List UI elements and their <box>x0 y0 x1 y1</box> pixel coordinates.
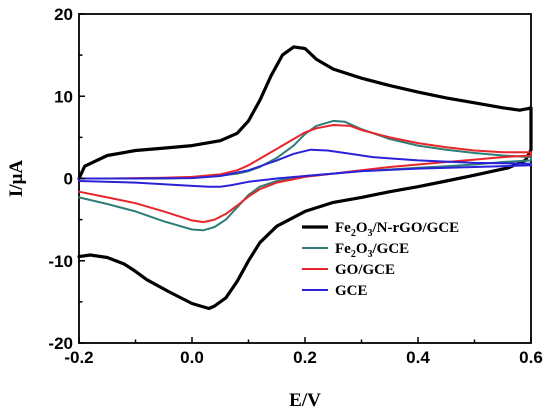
legend-label: Fe2O3/GCE <box>335 241 409 260</box>
y-tick-label: -10 <box>48 252 73 271</box>
y-tick-label: 0 <box>64 170 73 189</box>
y-axis-label: I/μA <box>6 160 27 197</box>
x-tick-label: 0.0 <box>180 348 204 367</box>
legend-label: Fe2O3/N-rGO/GCE <box>335 220 459 239</box>
series-line-0 <box>77 45 533 311</box>
legend: Fe2O3/N-rGO/GCE Fe2O3/GCE GO/GCE GCE <box>302 220 459 299</box>
plot-area <box>77 13 533 344</box>
y-tick-label: 10 <box>54 87 73 106</box>
series-line-3 <box>78 148 532 188</box>
legend-label: GO/GCE <box>335 262 395 278</box>
x-tick-label: 0.6 <box>519 348 543 367</box>
x-axis: -0.2 0.0 0.2 0.4 0.6 <box>64 337 543 367</box>
curves <box>77 45 533 311</box>
y-axis: 20 10 0 -10 -20 <box>48 5 85 353</box>
x-axis-label: E/V <box>289 390 321 411</box>
x-tick-label: 0.4 <box>406 348 430 367</box>
x-tick-label: 0.2 <box>293 348 317 367</box>
y-tick-label: 20 <box>54 5 73 24</box>
y-tick-label: -20 <box>48 334 73 353</box>
series-line-2 <box>78 124 532 224</box>
legend-label: GCE <box>335 283 368 299</box>
x-tick-label: -0.2 <box>64 348 93 367</box>
